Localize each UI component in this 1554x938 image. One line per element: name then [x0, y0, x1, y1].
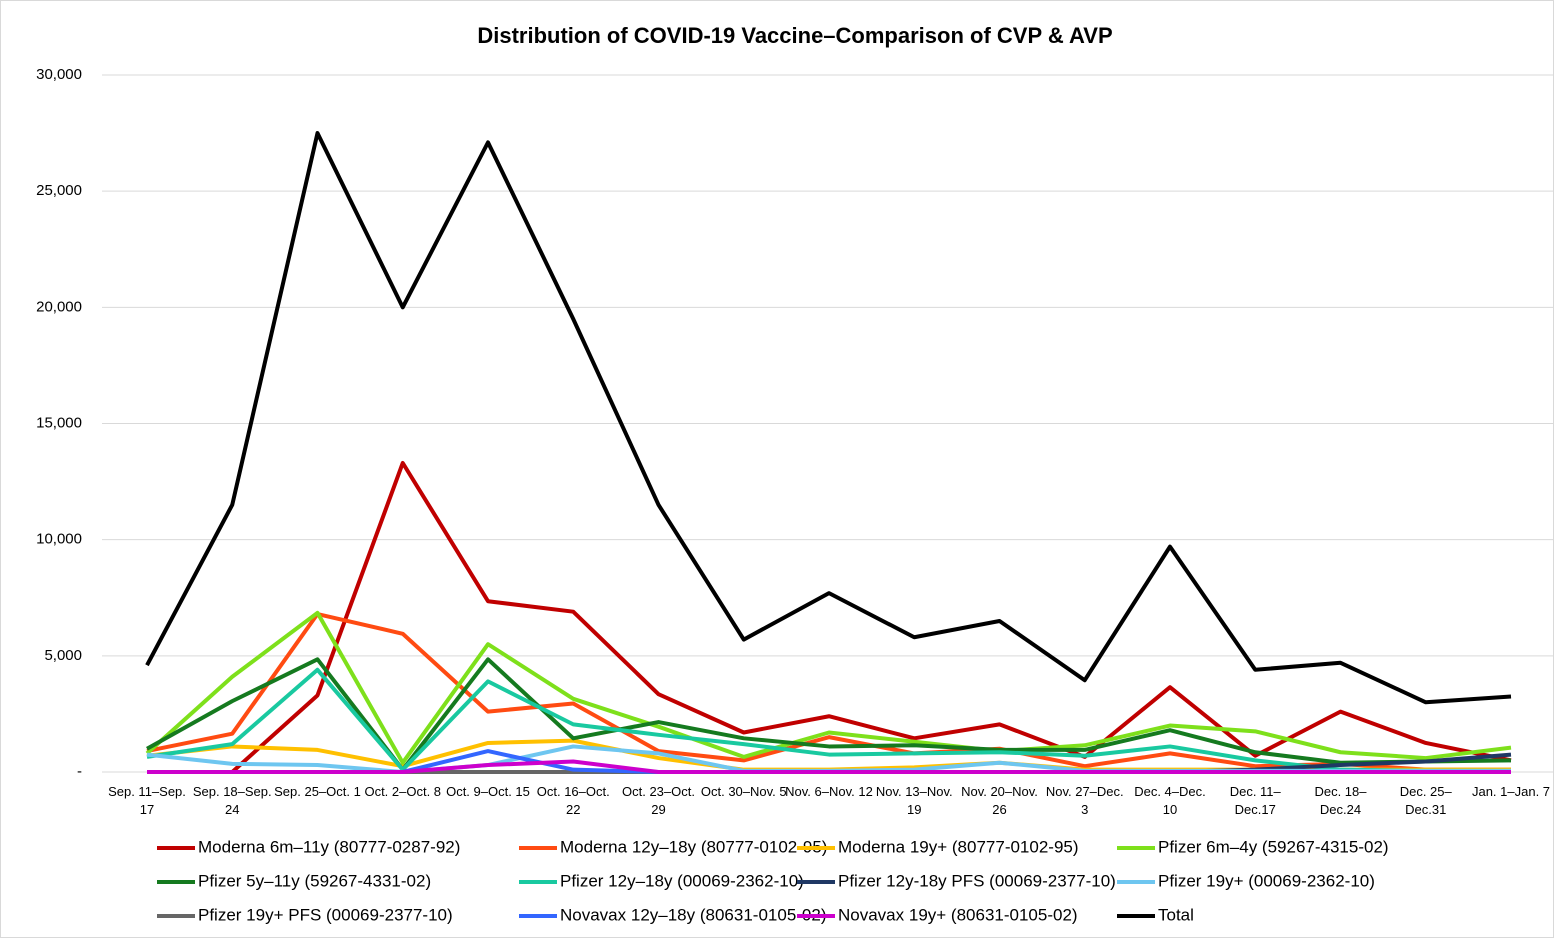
legend-label: Pfizer 19y+ (00069-2362-10): [1158, 871, 1375, 890]
x-tick-label: Oct. 30–Nov. 5: [700, 784, 787, 799]
x-tick-label: Nov. 20–Nov. 26: [961, 784, 1038, 817]
x-tick-label: Dec. 18–Dec.24: [1314, 784, 1367, 817]
series-line: [145, 131, 1512, 705]
x-tick-label: Sep. 18–Sep. 24: [192, 784, 272, 817]
y-tick-label: -: [77, 763, 82, 780]
y-tick-label: 15,000: [36, 414, 82, 431]
legend-label: Novavax 12y–18y (80631-0105-02): [560, 905, 827, 924]
x-tick-label: Oct. 16–Oct. 22: [536, 784, 610, 817]
series-line: [147, 759, 1511, 774]
series-line: [146, 667, 1511, 773]
x-tick-label-box: Dec. 11–Dec.17: [1229, 784, 1281, 817]
legend-label: Pfizer 5y–11y (59267-4331-02): [198, 871, 431, 890]
x-tick-label: Sep. 25–Oct. 1: [274, 784, 361, 799]
x-tick-label: Oct. 2–Oct. 8: [364, 784, 442, 799]
x-tick-label-box: Dec. 18–Dec.24: [1314, 784, 1367, 817]
legend-label: Pfizer 12y–18y (00069-2362-10): [560, 871, 804, 890]
x-tick-label-box: Dec. 4–Dec. 10: [1134, 784, 1206, 817]
x-tick-label-box: Nov. 20–Nov. 26: [961, 784, 1038, 817]
series-line: [146, 657, 1512, 772]
x-tick-label: Dec. 11–Dec.17: [1229, 784, 1281, 817]
x-tick-label-box: Jan. 1–Jan. 7: [1471, 784, 1551, 799]
x-tick-label-box: Oct. 30–Nov. 5: [700, 784, 787, 799]
x-tick-label: Dec. 4–Dec. 10: [1134, 784, 1206, 817]
y-tick-label: 25,000: [36, 182, 82, 199]
x-tick-label: Jan. 1–Jan. 7: [1471, 784, 1551, 799]
x-tick-label-box: Dec. 25–Dec.31: [1399, 784, 1452, 817]
x-tick-label: Nov. 27–Dec. 3: [1045, 784, 1124, 817]
y-tick-label: 30,000: [36, 66, 82, 83]
chart-title: Distribution of COVID-19 Vaccine–Compari…: [477, 23, 1112, 48]
x-tick-label: Nov. 6–Nov. 12: [785, 784, 873, 799]
x-tick-label-box: Oct. 23–Oct. 29: [622, 784, 695, 817]
legend-label: Moderna 12y–18y (80777-0102-95): [560, 837, 827, 856]
y-tick-label: 20,000: [36, 298, 82, 315]
legend-label: Total: [1158, 905, 1194, 924]
legend-label: Pfizer 19y+ PFS (00069-2377-10): [198, 905, 453, 924]
legend-label: Moderna 19y+ (80777-0102-95): [838, 837, 1079, 856]
legend-label: Pfizer 6m–4y (59267-4315-02): [1158, 837, 1389, 856]
x-tick-label-box: Sep. 18–Sep. 24: [192, 784, 272, 817]
x-tick-label-box: Nov. 6–Nov. 12: [785, 784, 873, 799]
x-tick-label: Oct. 9–Oct. 15: [446, 784, 530, 799]
x-tick-label: Dec. 25–Dec.31: [1399, 784, 1452, 817]
x-tick-label-box: Oct. 9–Oct. 15: [446, 784, 530, 799]
legend-label: Novavax 19y+ (80631-0105-02): [838, 905, 1078, 924]
series-line: [230, 460, 1512, 774]
x-tick-label-box: Sep. 25–Oct. 1: [274, 784, 361, 799]
x-tick-label: Oct. 23–Oct. 29: [622, 784, 695, 817]
legend-label: Moderna 6m–11y (80777-0287-92): [198, 837, 460, 856]
x-tick-label-box: Nov. 27–Dec. 3: [1045, 784, 1124, 817]
y-tick-label: 5,000: [44, 647, 82, 664]
x-tick-label-box: Oct. 2–Oct. 8: [364, 784, 442, 799]
legend-label: Pfizer 12y-18y PFS (00069-2377-10): [838, 871, 1116, 890]
x-tick-label-box: Sep. 11–Sep. 17: [108, 784, 186, 817]
x-tick-label: Nov. 13–Nov. 19: [875, 784, 953, 817]
series-line: [145, 610, 1512, 765]
x-tick-label-box: Oct. 16–Oct. 22: [536, 784, 610, 817]
x-tick-label: Sep. 11–Sep. 17: [108, 784, 186, 817]
x-tick-label-box: Nov. 13–Nov. 19: [875, 784, 953, 817]
y-tick-label: 10,000: [36, 531, 82, 548]
